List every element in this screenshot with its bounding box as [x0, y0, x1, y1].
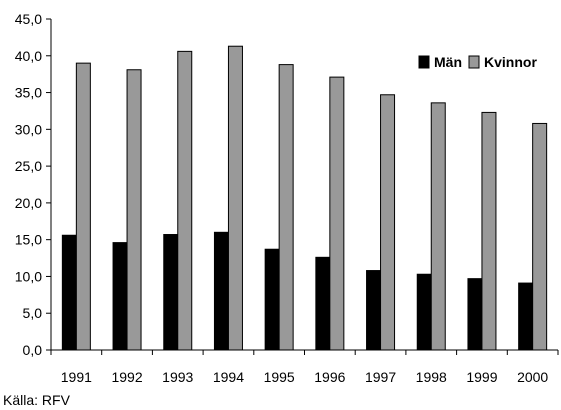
bar-kvinnor-2000	[532, 122, 548, 351]
legend-label-kvinnor: Kvinnor	[484, 54, 537, 70]
bar-man-1997	[366, 270, 382, 351]
x-tick-label: 1994	[213, 369, 244, 385]
y-tick-label: 30,0	[15, 121, 42, 137]
bar-man-1998	[416, 273, 432, 351]
x-tick-label: 1995	[264, 369, 295, 385]
bar-kvinnor-1999	[481, 111, 497, 351]
bar-kvinnor-1992	[126, 69, 142, 351]
bar-kvinnor-1997	[380, 94, 396, 351]
bar-man-1999	[467, 278, 483, 351]
y-tick-label: 45,0	[15, 11, 42, 27]
y-tick-label: 10,0	[15, 268, 42, 284]
bar-kvinnor-1998	[430, 102, 446, 351]
x-tick-label: 1999	[466, 369, 497, 385]
legend-swatch-man	[418, 55, 430, 69]
bar-man-1994	[213, 231, 229, 351]
source-note: Källa: RFV	[3, 392, 70, 408]
bar-man-1996	[315, 256, 331, 351]
x-tick-label: 1996	[314, 369, 345, 385]
y-tick-label: 25,0	[15, 158, 42, 174]
x-tick-label: 2000	[517, 369, 548, 385]
bars	[61, 45, 548, 351]
legend: Män Kvinnor	[418, 54, 537, 70]
legend-swatch-kvinnor	[468, 55, 480, 69]
y-tick-label: 0,0	[23, 342, 43, 358]
y-tick-label: 20,0	[15, 195, 42, 211]
x-tick-label: 1993	[162, 369, 193, 385]
bar-man-1995	[264, 248, 280, 351]
y-tick-label: 35,0	[15, 85, 42, 101]
y-tick-label: 15,0	[15, 232, 42, 248]
y-tick-label: 5,0	[23, 305, 43, 321]
bar-kvinnor-1996	[329, 76, 345, 351]
bar-kvinnor-1993	[177, 50, 193, 351]
x-tick-label: 1992	[111, 369, 142, 385]
legend-label-man: Män	[434, 54, 462, 70]
x-tick-label: 1991	[61, 369, 92, 385]
y-axis-ticks: 0,0 5,0 10,0 15,0 20,0 25,0 30,0 35,0 40,0 45,0	[15, 11, 51, 358]
x-tick-label: 1997	[365, 369, 396, 385]
bar-kvinnor-1995	[278, 64, 294, 351]
x-tick-label: 1998	[416, 369, 447, 385]
bar-kvinnor-1994	[227, 45, 243, 351]
y-tick-label: 40,0	[15, 48, 42, 64]
bar-kvinnor-1991	[75, 62, 91, 351]
bar-man-2000	[518, 282, 534, 351]
bar-man-1993	[163, 234, 179, 351]
bar-man-1992	[112, 242, 128, 351]
x-axis-ticks: 1991 1992 1993 1994 1995 1996 1997 1998 1999 2000	[50, 350, 559, 385]
bar-man-1991	[61, 234, 77, 351]
